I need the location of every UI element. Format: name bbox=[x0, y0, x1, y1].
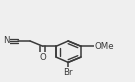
Text: OMe: OMe bbox=[94, 42, 114, 51]
Text: O: O bbox=[39, 53, 46, 62]
Text: N: N bbox=[3, 36, 9, 46]
Text: Br: Br bbox=[63, 68, 73, 77]
